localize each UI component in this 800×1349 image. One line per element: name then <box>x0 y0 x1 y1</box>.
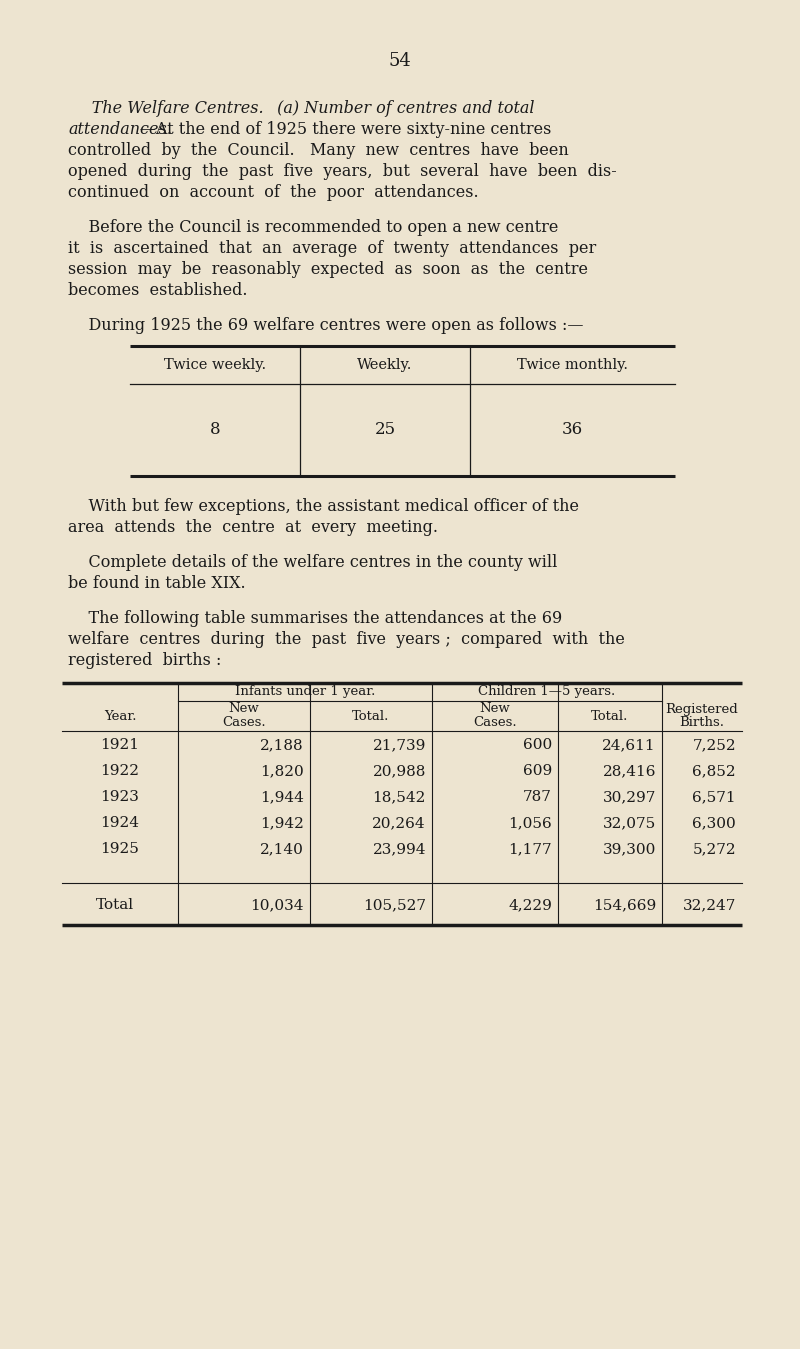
Text: Weekly.: Weekly. <box>358 357 413 372</box>
Text: it  is  ascertained  that  an  average  of  twenty  attendances  per: it is ascertained that an average of twe… <box>68 240 596 258</box>
Text: New: New <box>229 703 259 715</box>
Text: 20,988: 20,988 <box>373 764 426 778</box>
Text: 1921: 1921 <box>101 738 139 751</box>
Text: Infants under 1 year.: Infants under 1 year. <box>235 685 375 699</box>
Text: 787: 787 <box>523 791 552 804</box>
Text: —At the end of 1925 there were sixty-nine centres: —At the end of 1925 there were sixty-nin… <box>68 121 551 138</box>
Text: 1923: 1923 <box>101 791 139 804</box>
Text: Total.: Total. <box>352 710 390 723</box>
Text: 154,669: 154,669 <box>593 898 656 912</box>
Text: controlled  by  the  Council.   Many  new  centres  have  been: controlled by the Council. Many new cent… <box>68 142 569 159</box>
Text: opened  during  the  past  five  years,  but  several  have  been  dis-: opened during the past five years, but s… <box>68 163 617 179</box>
Text: 1,820: 1,820 <box>260 764 304 778</box>
Text: 2,188: 2,188 <box>260 738 304 751</box>
Text: Before the Council is recommended to open a new centre: Before the Council is recommended to ope… <box>68 219 558 236</box>
Text: 30,297: 30,297 <box>602 791 656 804</box>
Text: During 1925 the 69 welfare centres were open as follows :—: During 1925 the 69 welfare centres were … <box>68 317 583 335</box>
Text: becomes  established.: becomes established. <box>68 282 247 299</box>
Text: 20,264: 20,264 <box>372 816 426 830</box>
Text: Registered: Registered <box>666 703 738 715</box>
Text: 1922: 1922 <box>101 764 139 778</box>
Text: 36: 36 <box>562 421 583 438</box>
Text: Twice weekly.: Twice weekly. <box>164 357 266 372</box>
Text: The Welfare Centres.   (a) Number of centres and total: The Welfare Centres. (a) Number of centr… <box>68 100 534 117</box>
Text: 1,942: 1,942 <box>260 816 304 830</box>
Text: The following table summarises the attendances at the 69: The following table summarises the atten… <box>68 610 562 627</box>
Text: 24,611: 24,611 <box>602 738 656 751</box>
Text: 4,229: 4,229 <box>508 898 552 912</box>
Text: New: New <box>480 703 510 715</box>
Text: 2,140: 2,140 <box>260 842 304 857</box>
Text: 39,300: 39,300 <box>602 842 656 857</box>
Text: registered  births :: registered births : <box>68 652 222 669</box>
Text: 21,739: 21,739 <box>373 738 426 751</box>
Text: 32,247: 32,247 <box>682 898 736 912</box>
Text: 1,056: 1,056 <box>508 816 552 830</box>
Text: 5,272: 5,272 <box>692 842 736 857</box>
Text: 25: 25 <box>374 421 395 438</box>
Text: 18,542: 18,542 <box>373 791 426 804</box>
Text: Cases.: Cases. <box>473 716 517 730</box>
Text: Twice monthly.: Twice monthly. <box>517 357 628 372</box>
Text: Total: Total <box>96 898 134 912</box>
Text: 10,034: 10,034 <box>250 898 304 912</box>
Text: continued  on  account  of  the  poor  attendances.: continued on account of the poor attenda… <box>68 183 478 201</box>
Text: Complete details of the welfare centres in the county will: Complete details of the welfare centres … <box>68 554 558 571</box>
Text: 6,852: 6,852 <box>692 764 736 778</box>
Text: 105,527: 105,527 <box>363 898 426 912</box>
Text: 23,994: 23,994 <box>373 842 426 857</box>
Text: 54: 54 <box>389 53 411 70</box>
Text: 1925: 1925 <box>101 842 139 857</box>
Text: With but few exceptions, the assistant medical officer of the: With but few exceptions, the assistant m… <box>68 498 579 515</box>
Text: welfare  centres  during  the  past  five  years ;  compared  with  the: welfare centres during the past five yea… <box>68 631 625 648</box>
Text: 8: 8 <box>210 421 220 438</box>
Text: Cases.: Cases. <box>222 716 266 730</box>
Text: 6,571: 6,571 <box>692 791 736 804</box>
Text: 1924: 1924 <box>101 816 139 830</box>
Text: 1,177: 1,177 <box>508 842 552 857</box>
Text: 609: 609 <box>522 764 552 778</box>
Text: Total.: Total. <box>591 710 629 723</box>
Text: area  attends  the  centre  at  every  meeting.: area attends the centre at every meeting… <box>68 519 438 536</box>
Text: attendances.: attendances. <box>68 121 172 138</box>
Text: Children 1—5 years.: Children 1—5 years. <box>478 685 616 699</box>
Text: 28,416: 28,416 <box>602 764 656 778</box>
Text: Year.: Year. <box>104 710 136 723</box>
Text: be found in table XIX.: be found in table XIX. <box>68 575 246 592</box>
Text: 6,300: 6,300 <box>692 816 736 830</box>
Text: 600: 600 <box>522 738 552 751</box>
Text: 7,252: 7,252 <box>692 738 736 751</box>
Text: session  may  be  reasonably  expected  as  soon  as  the  centre: session may be reasonably expected as so… <box>68 260 588 278</box>
Text: 32,075: 32,075 <box>602 816 656 830</box>
Text: 1,944: 1,944 <box>260 791 304 804</box>
Text: Births.: Births. <box>679 716 725 730</box>
